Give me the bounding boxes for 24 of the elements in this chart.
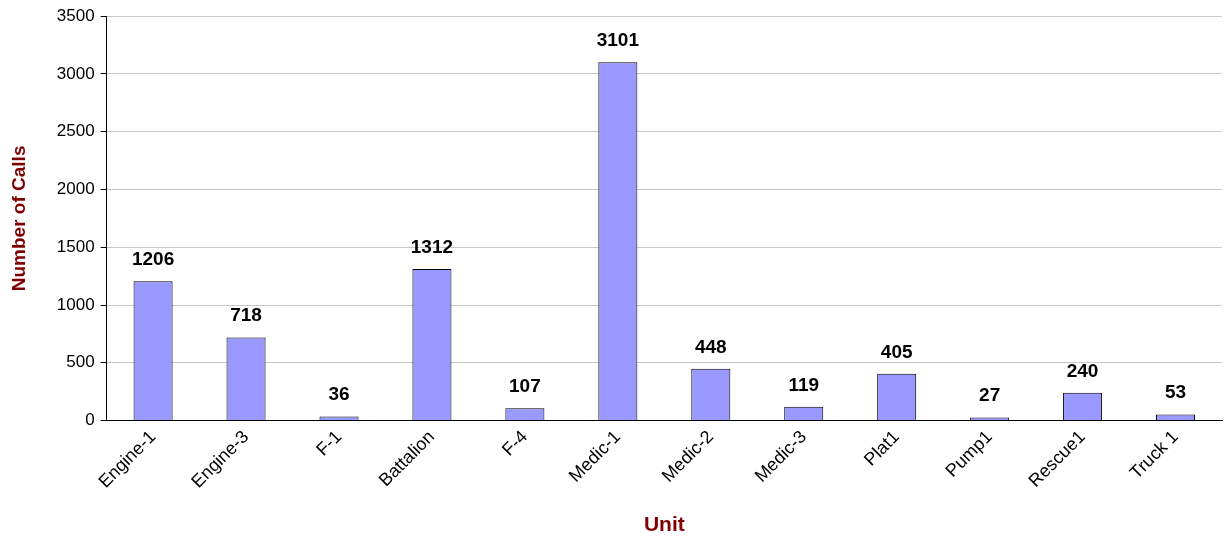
data-label: 405 [880,340,913,362]
y-tick-label: 1000 [56,294,95,314]
y-tick-label: 0 [85,410,95,430]
data-label: 107 [509,374,541,396]
y-tick-label: 2500 [56,121,95,141]
y-tick-label: 3500 [56,5,95,25]
data-label: 1312 [410,235,454,257]
data-label: 27 [979,384,1001,406]
data-label: 718 [230,304,262,326]
data-label: 53 [1164,381,1187,403]
y-tick-label: 1500 [56,236,95,256]
y-axis-title: Number of Calls [7,145,29,292]
data-label: 240 [1066,359,1099,381]
y-tick-label: 500 [66,352,95,372]
y-tick-label: 3000 [56,63,95,83]
data-label: 448 [694,335,727,357]
x-axis-title: Unit [643,512,685,536]
x-tick-label: F-4 [497,426,532,460]
data-label: 1206 [131,247,175,269]
y-tick-label: 2000 [56,179,95,199]
data-label: 119 [788,373,820,395]
data-label: 3101 [596,29,640,51]
x-tick-label: F-1 [312,426,346,460]
data-label: 36 [328,383,350,405]
